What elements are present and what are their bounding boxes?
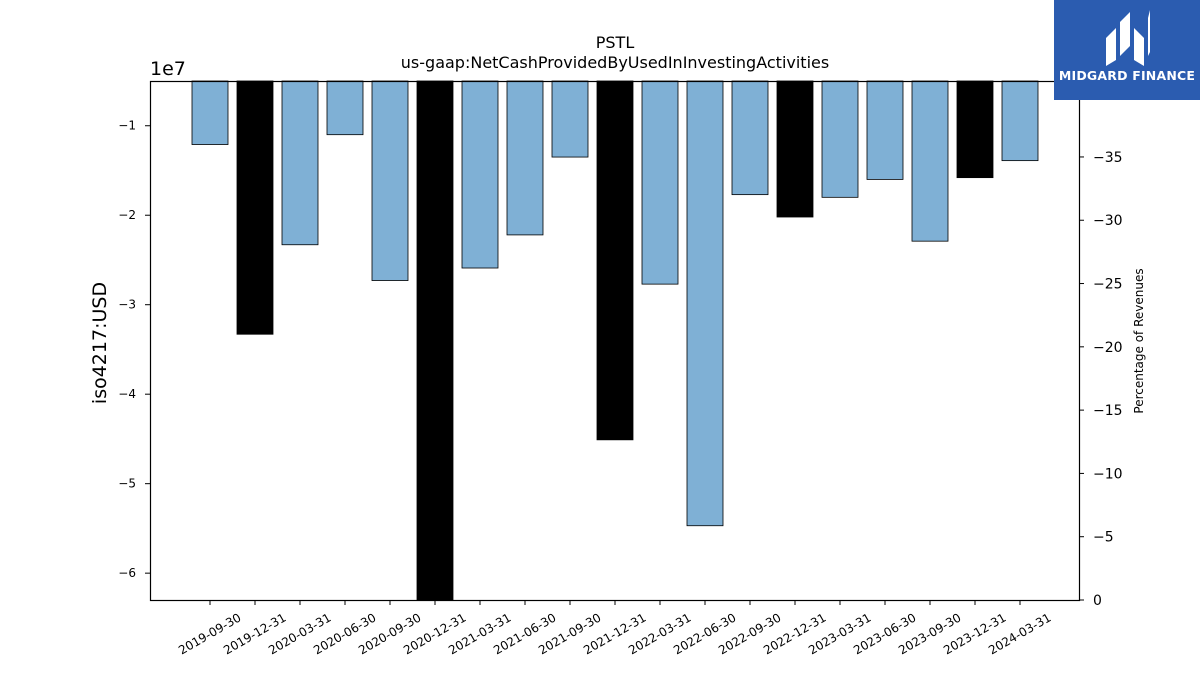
y-offset-label: 1e7 <box>150 58 186 80</box>
y2-axis: 0 −5 −10 −15 −20 −25 −30 −35 <box>1079 150 1123 609</box>
y-tick-label: −5 <box>118 477 136 491</box>
midgard-finance-logo: MIDGARD FINANCE <box>1054 0 1200 100</box>
bar-2021-03-31 <box>461 80 499 269</box>
y2-tick-label: −20 <box>1093 340 1123 356</box>
chart-title: PSTL <box>596 33 635 52</box>
bar-2021-09-30 <box>551 80 589 158</box>
bar-2019-09-30 <box>191 80 229 145</box>
bar-2024-03-31 <box>1001 80 1039 162</box>
y-axis-label: iso4217:USD <box>89 282 111 404</box>
bar-2020-12-31 <box>416 80 454 601</box>
y2-tick-label: 0 <box>1093 593 1102 609</box>
x-axis: 2019-09-302019-12-312020-03-312020-06-30… <box>176 600 1054 657</box>
bar-2019-12-31 <box>236 80 274 335</box>
y2-tick-label: −25 <box>1093 277 1123 293</box>
chart-subtitle: us-gaap:NetCashProvidedByUsedInInvesting… <box>401 53 829 72</box>
y2-axis-label: Percentage of Revenues <box>1132 268 1146 413</box>
bar-2020-09-30 <box>371 80 409 281</box>
y2-tick-label: −5 <box>1093 530 1114 546</box>
bar-2020-03-31 <box>281 80 319 246</box>
y2-tick-label: −15 <box>1093 403 1123 419</box>
bar-2022-03-31 <box>641 80 679 285</box>
y-tick-label: −4 <box>118 387 136 401</box>
y-tick-label: −6 <box>118 566 136 580</box>
bar-2023-09-30 <box>911 80 949 242</box>
y-tick-label: −2 <box>118 208 136 222</box>
bar-2023-03-31 <box>821 80 859 198</box>
plot-frame <box>149 80 1081 602</box>
y2-tick-label: −10 <box>1093 466 1123 482</box>
y-tick-label: −1 <box>118 119 136 133</box>
bar-2022-12-31 <box>776 80 814 218</box>
bar-2020-06-30 <box>326 80 364 136</box>
midgard-logo-icon <box>1106 10 1150 66</box>
bar-2021-06-30 <box>506 80 544 236</box>
bar-2022-09-30 <box>731 80 769 196</box>
brand-name: MIDGARD FINANCE <box>1058 68 1196 83</box>
bar-2021-12-31 <box>596 80 634 441</box>
bar-2023-06-30 <box>866 80 904 180</box>
y-axis: −1 −2 −3 −4 −5 −6 <box>118 119 150 580</box>
bar-2023-12-31 <box>956 80 994 179</box>
y2-tick-label: −30 <box>1093 213 1123 229</box>
y2-tick-label: −35 <box>1093 150 1123 166</box>
bars-group <box>191 80 1039 601</box>
y-tick-label: −3 <box>118 298 136 312</box>
bar-2022-06-30 <box>686 80 724 527</box>
